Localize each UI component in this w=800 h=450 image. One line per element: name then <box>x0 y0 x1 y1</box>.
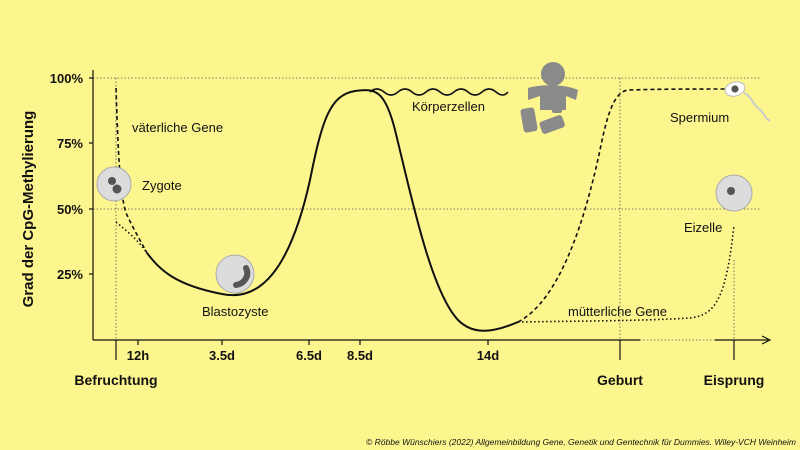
milestone-geburt: Geburt <box>597 372 643 388</box>
somatic-wave-line <box>369 88 509 96</box>
label-blastocyst: Blastozyste <box>202 304 268 319</box>
label-zygote: Zygote <box>142 178 182 193</box>
baby-icon <box>520 62 578 134</box>
x-tick-label-12h: 12h <box>127 348 149 363</box>
main-methylation-curve <box>146 89 519 332</box>
egg-cell-icon <box>715 174 753 212</box>
sperm-icon <box>724 81 771 122</box>
x-axis-arrow <box>761 335 772 345</box>
x-tick-label-8-5d: 8.5d <box>347 348 373 363</box>
maternal-drop-curve <box>115 221 148 254</box>
label-maternal-genes: mütterliche Gene <box>568 304 667 319</box>
label-paternal-genes: väterliche Gene <box>132 120 223 135</box>
zygote-cell-icon <box>96 166 132 202</box>
y-tick-label-75: 75% <box>57 136 83 151</box>
blastocyst-cell-icon <box>215 254 255 294</box>
y-tick-label-100: 100% <box>50 71 84 86</box>
paternal-drop-curve <box>115 87 148 254</box>
y-tick-label-25: 25% <box>57 267 83 282</box>
label-somatic-cells: Körperzellen <box>412 99 485 114</box>
maternal-remethylation-curve <box>517 224 735 323</box>
label-egg: Eizelle <box>684 220 722 235</box>
copyright-notice: © Röbbe Wünschiers (2022) Allgemeinbildu… <box>366 437 796 447</box>
x-tick-label-3-5d: 3.5d <box>209 348 235 363</box>
x-tick-label-14d: 14d <box>477 348 499 363</box>
x-tick-label-6-5d: 6.5d <box>296 348 322 363</box>
label-sperm: Spermium <box>670 110 729 125</box>
y-axis-title: Grad der CpG-Methylierung <box>20 111 37 308</box>
paternal-remethylation-curve <box>517 88 729 323</box>
y-tick-label-50: 50% <box>57 202 83 217</box>
milestone-befruchtung: Befruchtung <box>74 372 157 388</box>
milestone-eisprung: Eisprung <box>704 372 765 388</box>
